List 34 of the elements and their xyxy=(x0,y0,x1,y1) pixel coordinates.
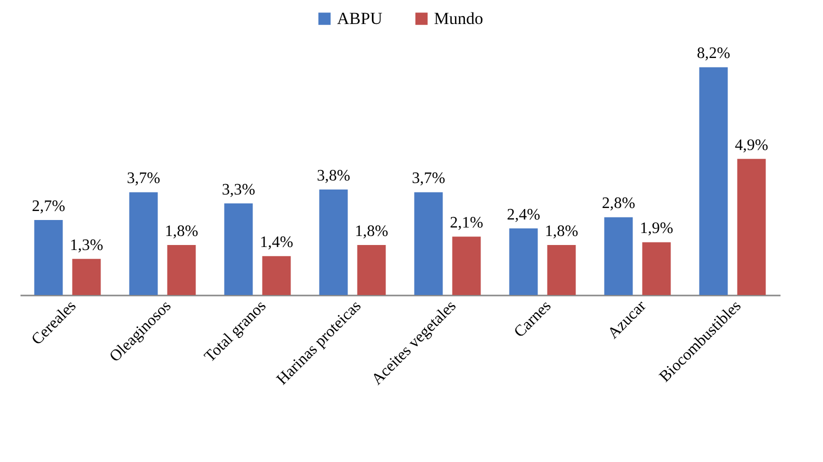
bar xyxy=(262,256,291,295)
bar xyxy=(357,245,386,295)
bar xyxy=(452,236,481,295)
data-label: 1,8% xyxy=(544,223,578,240)
data-label: 4,9% xyxy=(734,136,768,154)
bar xyxy=(547,245,576,295)
data-label: 1,4% xyxy=(260,234,294,252)
legend-label: Mundo xyxy=(434,8,484,28)
data-label: 2,7% xyxy=(32,198,66,215)
data-label: 3,8% xyxy=(316,167,350,184)
data-label: 1,9% xyxy=(640,220,674,238)
bar xyxy=(129,192,158,295)
bar xyxy=(414,192,443,295)
data-label: 2,1% xyxy=(450,214,484,232)
data-label: 1,8% xyxy=(164,223,198,240)
data-label: 1,3% xyxy=(70,236,104,254)
bar xyxy=(34,220,63,295)
bar xyxy=(319,189,348,295)
data-label: 8,2% xyxy=(696,45,730,62)
bar xyxy=(509,228,538,295)
bar xyxy=(167,245,196,295)
bar xyxy=(642,242,671,295)
data-label: 2,4% xyxy=(506,206,540,224)
bar xyxy=(699,67,728,295)
legend-label: ABPU xyxy=(337,8,382,28)
data-label: 1,8% xyxy=(354,223,388,240)
data-label: 3,3% xyxy=(222,181,256,198)
bar xyxy=(604,217,633,295)
bar xyxy=(737,158,766,295)
data-label: 3,7% xyxy=(412,170,446,188)
data-label: 3,7% xyxy=(126,170,160,188)
bar xyxy=(224,203,253,295)
data-label: 2,8% xyxy=(602,195,636,212)
bar xyxy=(72,258,101,295)
